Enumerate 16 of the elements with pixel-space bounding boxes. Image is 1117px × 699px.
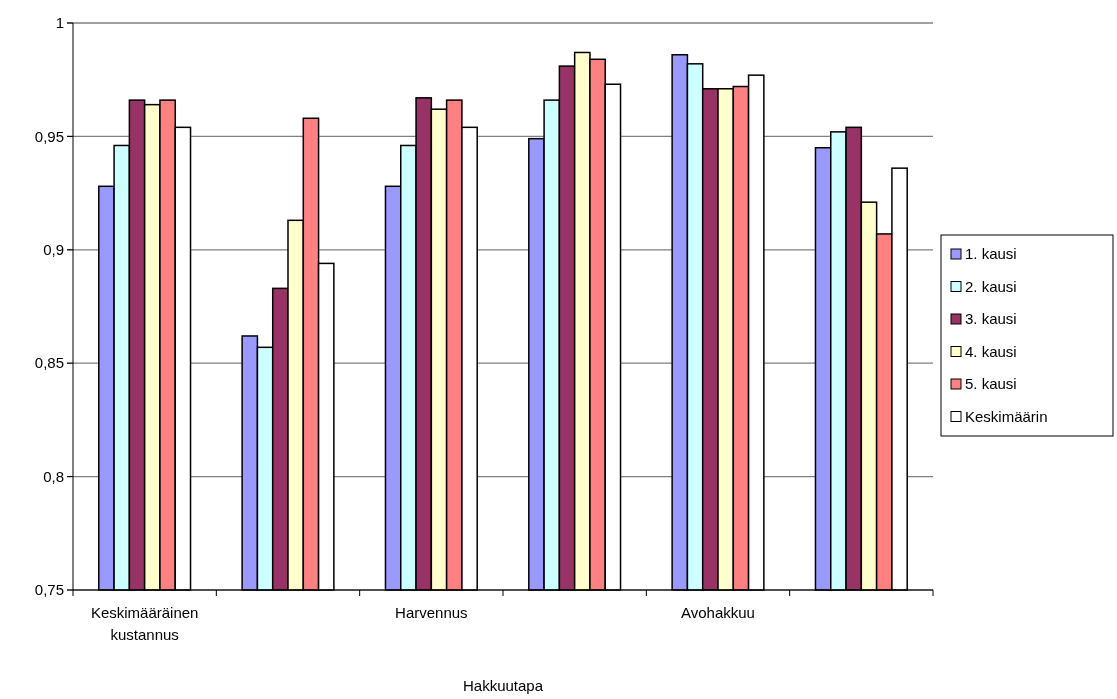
y-tick-label: 0,9 — [43, 241, 64, 259]
y-tick-label: 1 — [55, 14, 64, 32]
legend-label: 1. kausi — [965, 245, 1017, 263]
legend-label: 3. kausi — [965, 310, 1017, 328]
x-tick-label: Keskimääräinen kustannus — [90, 604, 199, 643]
legend-label: 2. kausi — [965, 277, 1017, 295]
x-axis-title: Hakkuutapa — [462, 677, 544, 694]
legend-label: Keskimäärin — [965, 407, 1048, 425]
y-tick-label: 0,85 — [34, 354, 64, 372]
legend-label: 5. kausi — [965, 375, 1017, 393]
x-tick-label: Harvennus — [395, 604, 468, 621]
y-tick-label: 0,8 — [43, 467, 64, 485]
y-tick-label: 0,75 — [34, 581, 64, 599]
x-tick-label: Avohakkuu — [681, 604, 755, 621]
y-tick-label: 0,95 — [34, 127, 64, 145]
legend-label: 4. kausi — [965, 342, 1017, 360]
